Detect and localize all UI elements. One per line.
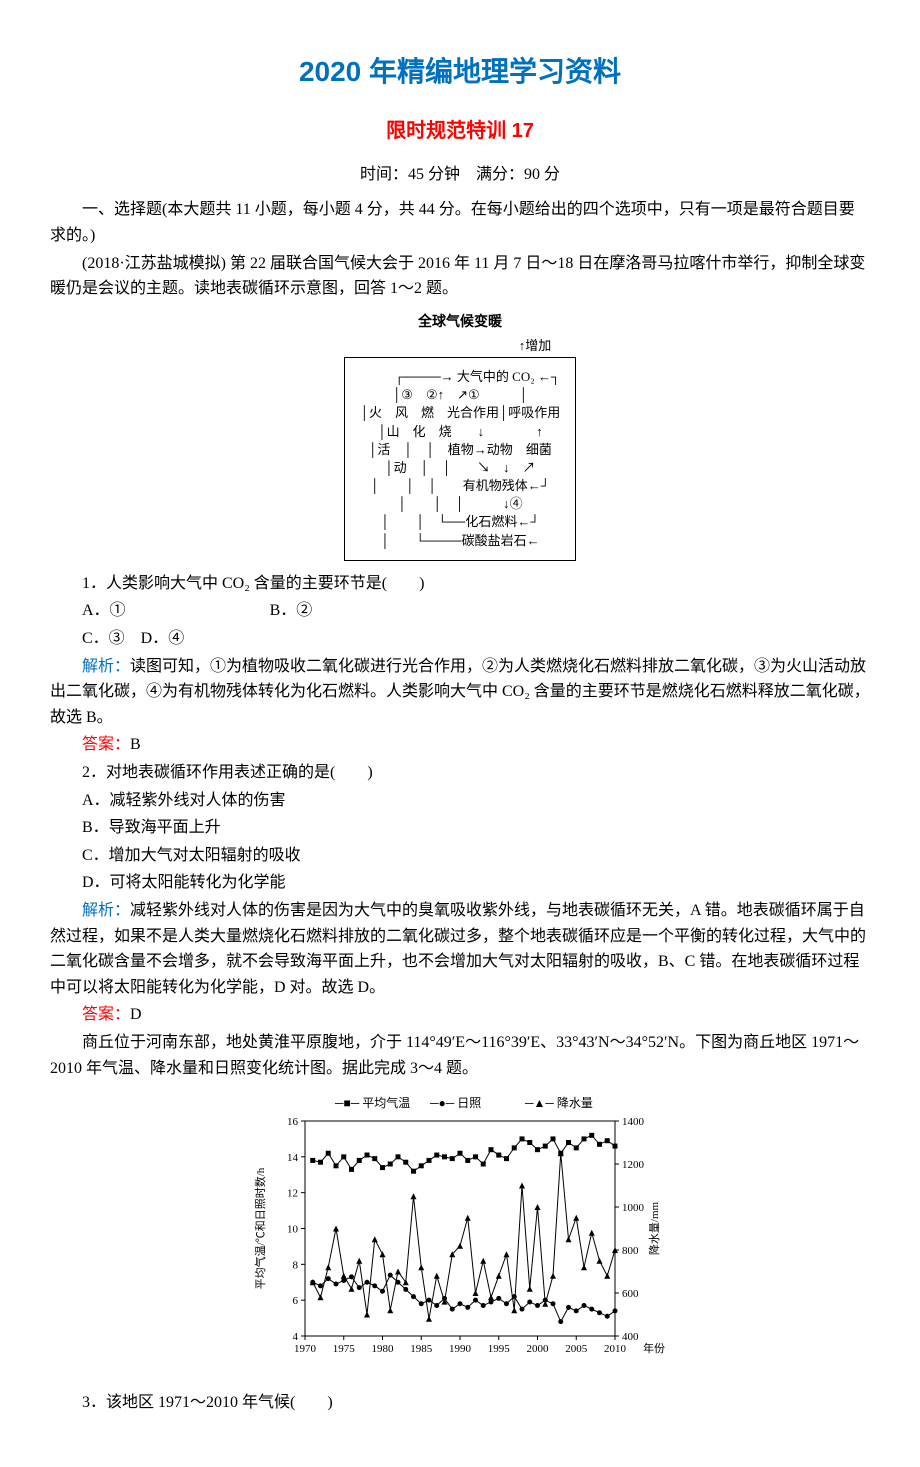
carbonate-label: 碳酸盐岩石 xyxy=(462,533,527,548)
animals-label: 动物 xyxy=(487,442,513,457)
q1-row2: C．③ D．④ xyxy=(50,626,870,652)
svg-text:降水量/mm: 降水量/mm xyxy=(647,1202,661,1256)
q2-stem: 2．对地表碳循环作用表述正确的是( ) xyxy=(50,760,870,786)
svg-text:1975: 1975 xyxy=(333,1343,356,1355)
answer-label: 答案： xyxy=(82,736,130,753)
q2-answer-text: D xyxy=(130,1006,142,1023)
context-1: (2018·江苏盐城模拟) 第 22 届联合国气候大会于 2016 年 11 月… xyxy=(50,251,870,302)
svg-text:16: 16 xyxy=(287,1116,299,1128)
svg-text:4: 4 xyxy=(293,1331,299,1343)
q1-optA: A．① xyxy=(82,602,126,619)
svg-text:10: 10 xyxy=(287,1224,299,1236)
answer-label-2: 答案： xyxy=(82,1006,130,1023)
co2-label: 大气中的 CO₂ xyxy=(457,369,535,384)
q1-explain: 解析：读图可知，①为植物吸收二氧化碳进行光合作用，②为人类燃烧化石燃料排放二氧化… xyxy=(50,654,870,731)
q1-explain-text: 读图可知，①为植物吸收二氧化碳进行光合作用，②为人类燃烧化石燃料排放二氧化碳，③… xyxy=(50,658,870,726)
svg-text:400: 400 xyxy=(622,1331,639,1343)
context-2: 商丘位于河南东部，地处黄淮平原腹地，介于 114°49′E～116°39′E、3… xyxy=(50,1030,870,1081)
page: 2020 年精编地理学习资料 限时规范特训 17 时间：45 分钟 满分：90 … xyxy=(0,0,920,1467)
svg-text:1200: 1200 xyxy=(622,1159,645,1171)
explain-label: 解析： xyxy=(82,658,130,675)
main-title: 2020 年精编地理学习资料 xyxy=(50,50,870,95)
mark-1: ① xyxy=(468,387,480,402)
q3-stem: 3．该地区 1971～2010 年气候( ) xyxy=(50,1390,870,1416)
mark-3: ③ xyxy=(401,387,413,402)
climate-chart: 4 6 8 10 12 14 16 400 600 800 1000 1200 1400 1970 1975… xyxy=(50,1091,870,1380)
organic-label: 有机物残体 xyxy=(463,478,528,493)
mark-2: ② xyxy=(426,387,438,402)
bacteria-label: 细菌 xyxy=(526,442,552,457)
diagram-top-label: 全球气候变暖 xyxy=(344,312,576,334)
svg-text:8: 8 xyxy=(293,1259,299,1271)
svg-text:1990: 1990 xyxy=(449,1343,472,1355)
explain-label-2: 解析： xyxy=(82,902,130,919)
svg-text:1000: 1000 xyxy=(622,1202,645,1214)
svg-text:1970: 1970 xyxy=(294,1343,317,1355)
svg-text:平均气温/℃和日照时数/h: 平均气温/℃和日照时数/h xyxy=(253,1167,267,1289)
section-intro: 一、选择题(本大题共 11 小题，每小题 4 分，共 44 分。在每小题给出的四… xyxy=(50,197,870,248)
q2-explain-text: 减轻紫外线对人体的伤害是因为大气中的臭氧吸收紫外线，与地表碳循环无关，A 错。地… xyxy=(50,902,866,996)
q1-optB: B．② xyxy=(270,602,313,619)
svg-text:800: 800 xyxy=(622,1245,639,1257)
carbon-cycle-diagram: 全球气候变暖 ↑增加 ┌────→ 大气中的 CO₂ ←┐ │③ ②↑ ↗① │… xyxy=(50,312,870,561)
mark-4: ④ xyxy=(510,496,523,511)
svg-text:年份: 年份 xyxy=(643,1341,665,1355)
photo-label: 光合作用 xyxy=(447,405,499,420)
svg-text:1985: 1985 xyxy=(410,1343,433,1355)
svg-text:14: 14 xyxy=(287,1152,299,1164)
svg-text:6: 6 xyxy=(293,1295,299,1307)
q1-answer: 答案：B xyxy=(50,732,870,758)
svg-text:2005: 2005 xyxy=(565,1343,588,1355)
q1-answer-text: B xyxy=(130,736,141,753)
fossil-label: 化石燃料 xyxy=(465,514,517,529)
q2-optB: B．导致海平面上升 xyxy=(50,815,870,841)
plants-label: 植物 xyxy=(448,442,474,457)
svg-text:1400: 1400 xyxy=(622,1116,645,1128)
resp-label: 呼吸作用 xyxy=(508,405,560,420)
svg-text:1980: 1980 xyxy=(372,1343,395,1355)
q2-optD: D．可将太阳能转化为化学能 xyxy=(50,870,870,896)
svg-text:1995: 1995 xyxy=(488,1343,511,1355)
q1-stem: 1．人类影响大气中 CO₂ 含量的主要环节是( ) xyxy=(50,571,870,597)
q2-optC: C．增加大气对太阳辐射的吸收 xyxy=(50,843,870,869)
svg-text:600: 600 xyxy=(622,1288,639,1300)
svg-text:─▲─ 降水量: ─▲─ 降水量 xyxy=(524,1096,593,1110)
q1-row1: A．① B．② xyxy=(50,598,870,624)
q2-explain: 解析：减轻紫外线对人体的伤害是因为大气中的臭氧吸收紫外线，与地表碳循环无关，A … xyxy=(50,898,870,1000)
meta-line: 时间：45 分钟 满分：90 分 xyxy=(50,162,870,188)
sub-title: 限时规范特训 17 xyxy=(50,115,870,147)
svg-text:─●─ 日照: ─●─ 日照 xyxy=(429,1096,481,1110)
svg-text:2000: 2000 xyxy=(527,1343,550,1355)
q2-answer: 答案：D xyxy=(50,1002,870,1028)
svg-text:12: 12 xyxy=(287,1188,298,1200)
svg-text:─■─ 平均气温: ─■─ 平均气温 xyxy=(334,1095,410,1110)
svg-text:2010: 2010 xyxy=(604,1343,627,1355)
q2-optA: A．减轻紫外线对人体的伤害 xyxy=(50,788,870,814)
increase-label: 增加 xyxy=(525,338,551,353)
chart-svg: 4 6 8 10 12 14 16 400 600 800 1000 1200 1400 1970 1975… xyxy=(250,1091,670,1371)
